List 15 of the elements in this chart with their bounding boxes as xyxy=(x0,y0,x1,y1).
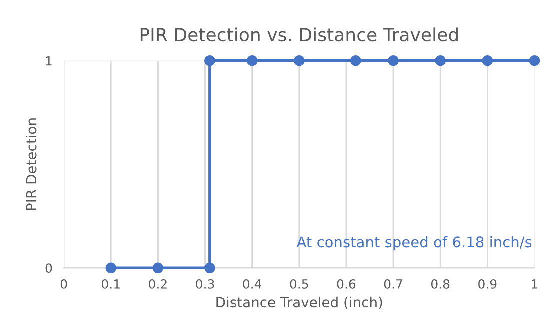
x-tick-label: 0.5 xyxy=(290,279,308,289)
x-tick-label: 0.3 xyxy=(196,279,214,289)
x-tick-label: 0.2 xyxy=(149,279,167,289)
x-tick-label: 0.9 xyxy=(478,279,497,289)
chart-title: PIR Detection vs. Distance Traveled xyxy=(140,28,458,42)
x-tick-label: 1 xyxy=(532,280,538,289)
x-tick-label: 0 xyxy=(60,279,68,289)
x-tick-label: 0.4 xyxy=(243,279,262,289)
x-axis-title: Distance Traveled (inch) xyxy=(216,296,382,310)
x-tick-label: 0.7 xyxy=(384,279,402,289)
x-tick-label: 0.8 xyxy=(431,279,450,289)
x-tick-label: 0.6 xyxy=(337,279,356,289)
y-axis-title: PIR Detection xyxy=(26,118,37,210)
x-tick-label: 0.1 xyxy=(102,279,120,289)
annotation: At constant speed of 6.18 inch/s xyxy=(296,236,532,251)
